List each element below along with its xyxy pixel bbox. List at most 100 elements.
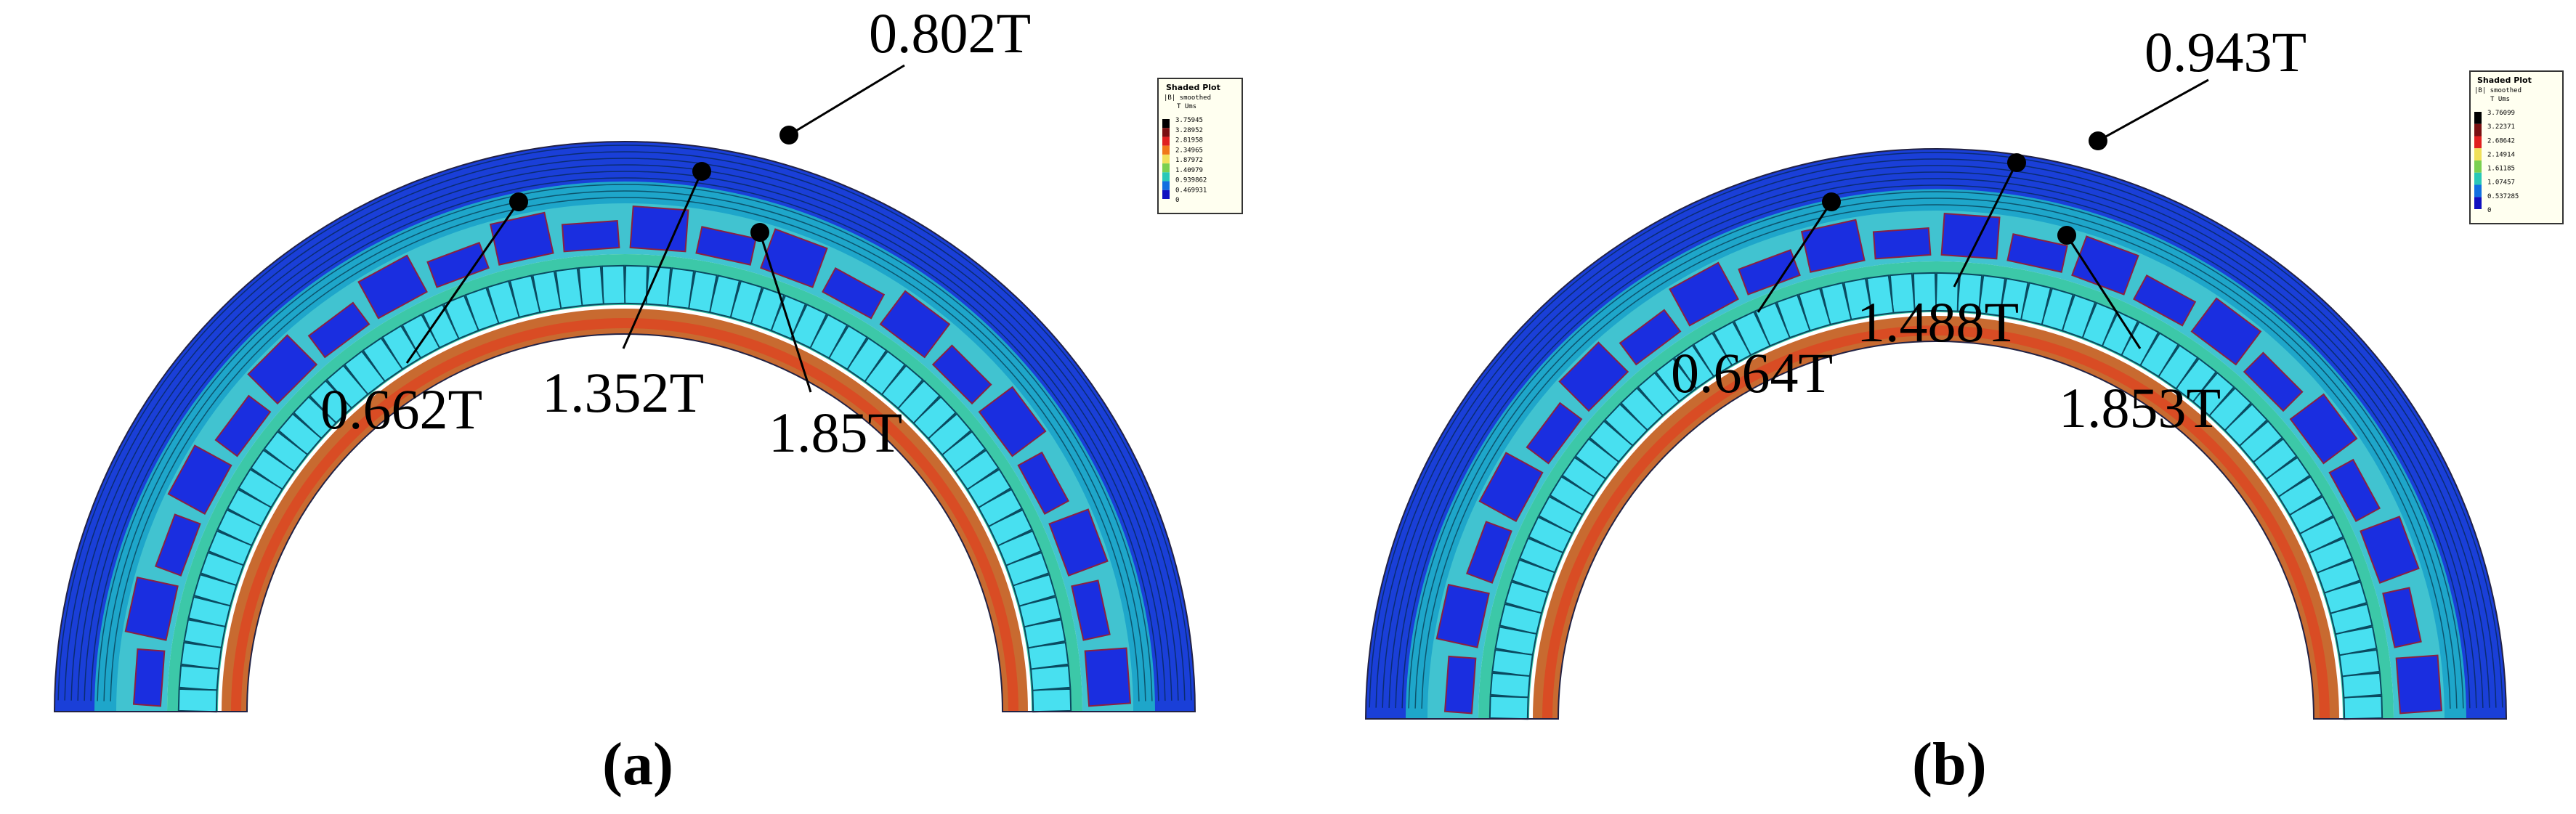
magnet-block-a [307, 301, 370, 359]
modulator-segment-a [927, 412, 973, 456]
legend-swatch [1162, 137, 1170, 146]
magnet-block-b [2289, 393, 2358, 465]
modulator-segment-b [2334, 626, 2378, 656]
modulator-segment-a [880, 364, 924, 410]
probe-points-b [1822, 131, 2107, 245]
modulator-segment-b [1537, 495, 1584, 535]
modulator-segment-b [2265, 456, 2311, 498]
legend-swatch [1162, 128, 1170, 137]
modulator-segment-b [1489, 672, 1531, 699]
legend-tick-label: 2.68642 [2487, 137, 2515, 145]
legend-tick-label: 3.76099 [2487, 110, 2515, 117]
legend-tick-label: 1.07457 [2487, 179, 2515, 187]
legend-tick-label: 0.469931 [1175, 187, 1207, 194]
modulator-segment-a [729, 280, 764, 325]
modulator-segment-a [250, 449, 296, 491]
modulator-segment-a [666, 267, 695, 309]
modulator-segment-a [193, 573, 238, 608]
legend-tick-label: 2.81958 [1175, 137, 1203, 145]
magnet-block-b [1558, 341, 1629, 412]
legend-tick-label: 3.28952 [1175, 127, 1203, 134]
modulator-segment-a [790, 304, 828, 349]
modulator-segment-a [207, 529, 253, 567]
modulator-segment-a [965, 468, 1012, 509]
probe-points-a [509, 126, 798, 242]
modulator-segment-a [769, 294, 807, 340]
magnet-block-b [2133, 274, 2197, 327]
leader-line-b-3 [1953, 162, 2018, 288]
modulator-segment-a [421, 304, 460, 349]
magnet-block-a [695, 226, 757, 266]
modulator-segment-b [1494, 626, 1538, 656]
legend-swatch [2474, 184, 2482, 198]
modulator-segment-b [2101, 311, 2139, 357]
modulator-segment-b [2288, 495, 2335, 535]
modulator-segment-b [1843, 277, 1874, 321]
modulator-segment-b [2308, 537, 2354, 574]
modulator-segment-a [1005, 551, 1050, 587]
magnet-block-b [1465, 521, 1512, 584]
modulator-segment-b [1977, 274, 2006, 317]
modulator-segment-b [2139, 332, 2179, 378]
probe-point-b-2 [1822, 192, 1841, 211]
modulator-segment-b [1620, 386, 1664, 432]
legend-tick-label: 0.537285 [2487, 193, 2519, 200]
legend-tick-label: 3.75945 [1175, 117, 1203, 124]
field-line-a [84, 171, 1166, 701]
modulator-segment-b [1637, 371, 1680, 417]
modulator-segment-a [977, 488, 1024, 528]
modulator-segment-a [325, 364, 369, 410]
modulator-segment-b [1499, 603, 1543, 635]
magnet-block-a [931, 344, 992, 405]
legend-scale-a: 3.75945 3.28952 2.81958 2.34965 1.87972 1.409… [1162, 117, 1207, 204]
modulator-segment-a [178, 664, 219, 691]
modulator-segment-b [1712, 320, 1752, 367]
modulator-segment-b [2252, 437, 2298, 481]
legend-swatch [2474, 172, 2482, 185]
leader-line-b-2 [1757, 201, 1833, 313]
legend-swatch [2474, 148, 2482, 160]
modulator-segment-a [645, 265, 672, 306]
magnet-block-b [2395, 654, 2443, 715]
modulator-segment-a [954, 449, 1000, 491]
modulator-segment-a [509, 274, 541, 319]
modulator-segment-a [187, 595, 232, 628]
modulator-segment-a [216, 508, 262, 547]
modulator-segment-a [362, 337, 404, 383]
modulator-segment-a [1030, 664, 1072, 691]
legend-tick-label: 0 [1175, 197, 1179, 204]
value-label-b-1: 0.943T [2144, 20, 2306, 84]
legend-title-a: Shaded Plot [1166, 83, 1220, 92]
legend-swatch [2474, 112, 2482, 124]
magnet-block-b [2071, 235, 2139, 296]
modulator-segment-b [2020, 282, 2052, 326]
field-line-a [110, 197, 1140, 701]
modulator-segment-b [1491, 648, 1534, 677]
modulator-segment-a [238, 468, 284, 509]
modulator-segment-a [532, 270, 562, 314]
legend-swatch [1162, 163, 1170, 173]
legend-tick-label: 3.22371 [2487, 123, 2515, 131]
magnet-block-a [357, 254, 428, 320]
machine-cross-section-b [1364, 148, 2508, 720]
modulator-segment-b [2343, 695, 2383, 720]
modulator-segment-b [1561, 456, 1607, 498]
modulator-segment-a [180, 641, 222, 670]
magnet-block-b [2006, 233, 2068, 273]
field-line-a [90, 177, 1159, 701]
value-label-a-3: 1.352T [542, 361, 704, 424]
magnet-block-a [154, 513, 201, 577]
magnet-block-a [822, 266, 886, 320]
magnet-block-b [1800, 219, 1866, 273]
modulator-segment-b [1820, 282, 1852, 326]
modulator-segment-a [199, 551, 245, 587]
magnet-block-a [426, 241, 490, 288]
modulator-segment-a [1032, 688, 1072, 713]
field-line-b [1408, 191, 2464, 709]
leader-line-b-1 [2097, 78, 2209, 142]
modulator-segment-b [2338, 648, 2381, 677]
modulator-segment-a [1027, 641, 1069, 670]
legend-swatch [1162, 181, 1170, 190]
legend-swatch [2474, 136, 2482, 149]
magnet-block-a [760, 228, 828, 288]
